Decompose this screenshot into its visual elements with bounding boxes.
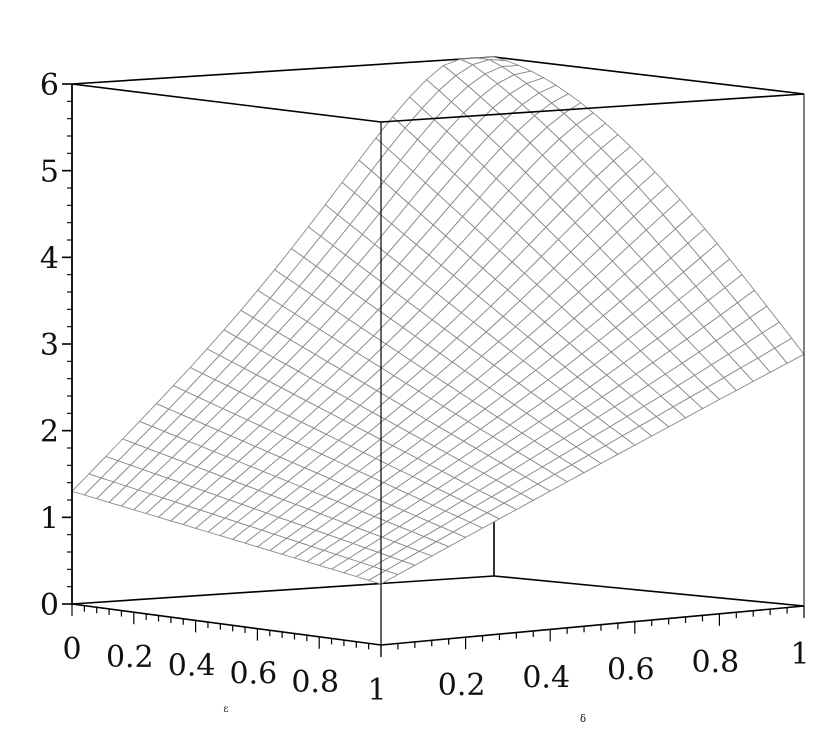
surface-mesh [71, 56, 805, 585]
y-tick-label: 0.8 [692, 645, 740, 680]
box-edge-bottom-right-back [493, 575, 805, 607]
x-tick-label: 0.2 [106, 640, 154, 675]
axis-ticks: 0 1 2 3 4 5 6 0 0.2 0.4 0.6 0.8 1 0.2 0.4 0.6 0.8 1 [40, 68, 810, 708]
box-edge-top-right-front [380, 93, 805, 123]
box-edge-top-left-front [71, 83, 382, 123]
box-edge-bottom-left-front [71, 603, 382, 646]
y-tick-label: 0.2 [438, 668, 486, 703]
axis-labels: ε δ [223, 704, 586, 725]
z-tick-label: 5 [40, 155, 59, 190]
x-tick-label: 1 [367, 673, 386, 708]
x-tick-label: 0.8 [291, 665, 339, 700]
x-tick-label: 0.4 [168, 648, 216, 683]
box-edge-bottom-right-front [380, 605, 805, 646]
z-tick-label: 2 [40, 415, 59, 450]
surface-patch [368, 570, 399, 585]
y-axis-label: δ [580, 714, 586, 725]
y-tick-label: 0.4 [522, 660, 570, 695]
y-tick-label: 1 [790, 637, 809, 672]
z-tick-label: 1 [40, 501, 59, 536]
box-edge-top-right-back [493, 56, 805, 95]
z-tick-label: 6 [40, 68, 59, 103]
z-tick-label: 0 [40, 588, 59, 623]
box-edge-top-left-back [71, 56, 495, 85]
z-tick-label: 4 [40, 241, 59, 276]
box-edge-bottom-left-back [71, 575, 495, 605]
y-tick-label: 0.6 [607, 653, 655, 688]
x-tick-label: 0.6 [230, 657, 278, 692]
z-tick-label: 3 [40, 328, 59, 363]
x-tick-label: 0 [62, 632, 81, 667]
x-axis-label: ε [223, 704, 228, 715]
